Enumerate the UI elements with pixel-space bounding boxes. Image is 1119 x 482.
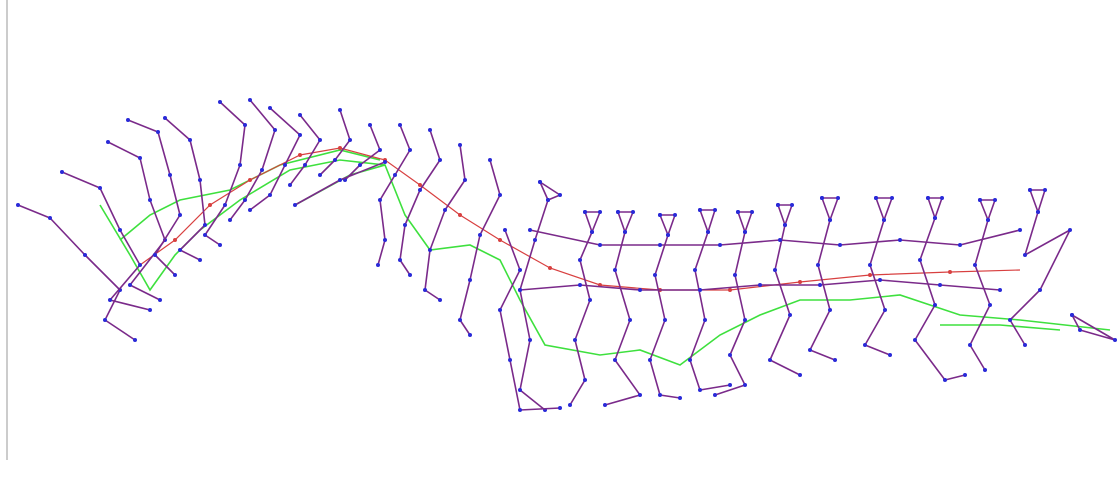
trajectory-view: [0, 0, 1119, 482]
stick-figures: [18, 100, 1115, 410]
red-trajectory: [140, 148, 1020, 290]
page: [0, 0, 1119, 482]
green-trajectory: [100, 150, 1110, 365]
